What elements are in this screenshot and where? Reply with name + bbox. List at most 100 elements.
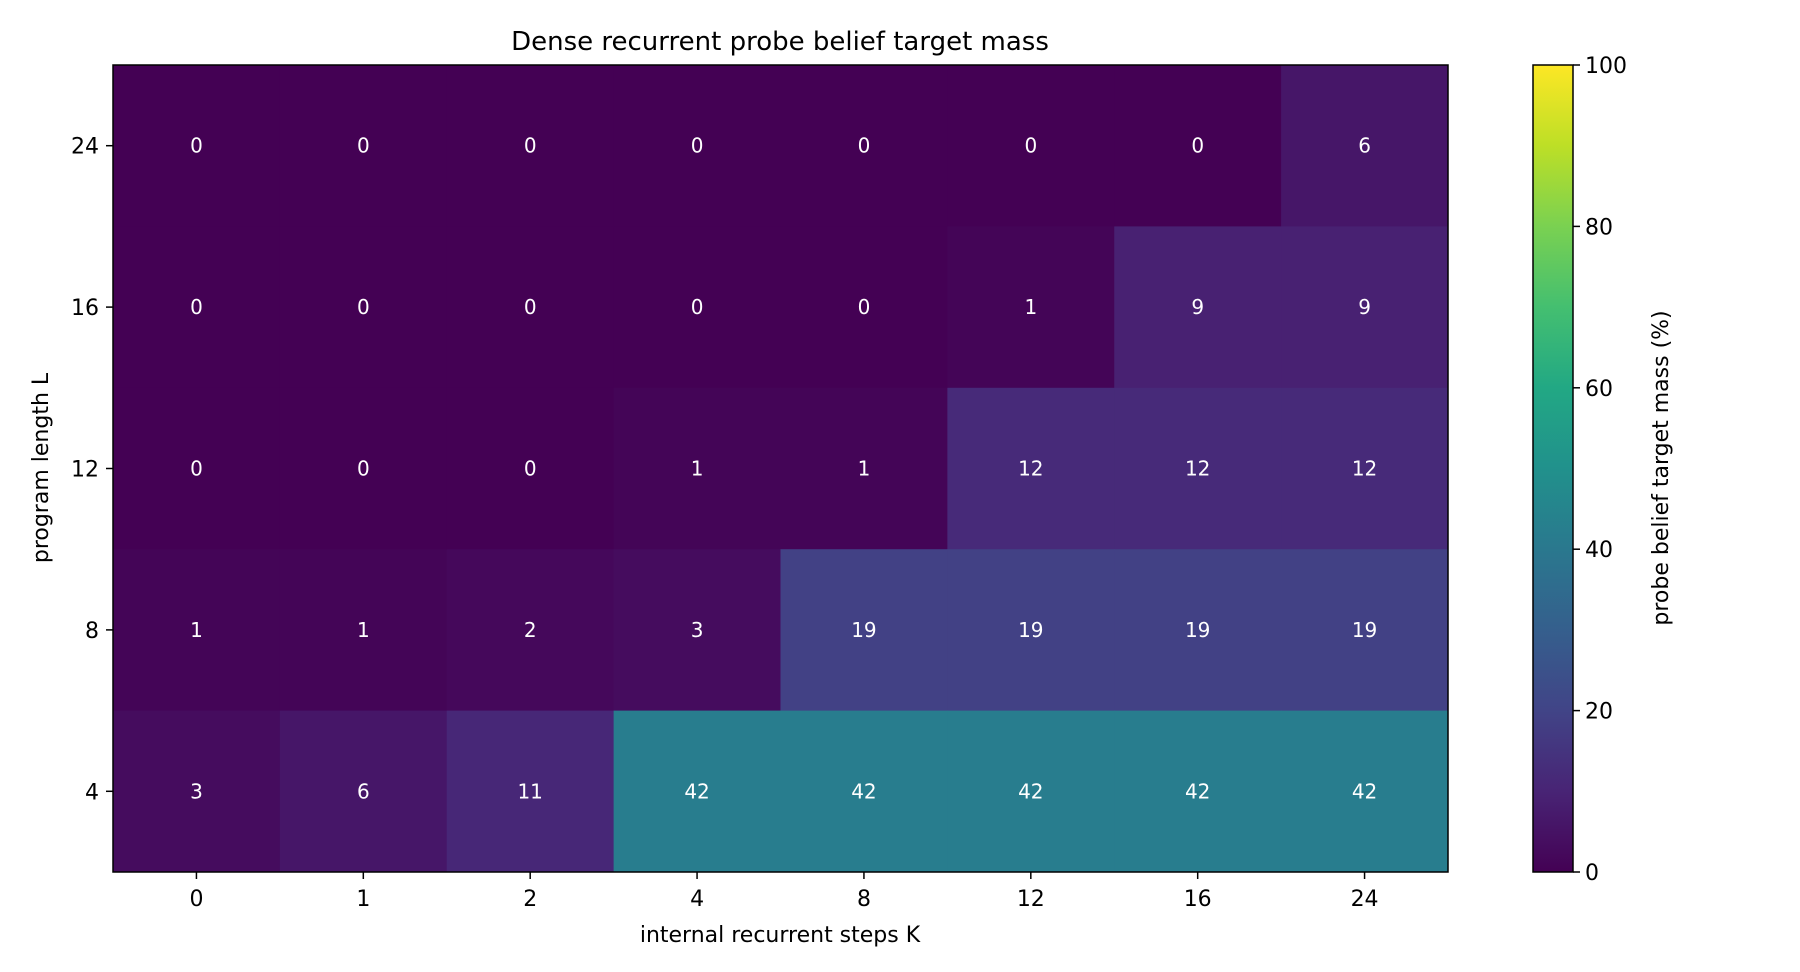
cell-value-label: 0	[1024, 134, 1037, 158]
heatmap-cell	[780, 65, 948, 227]
y-axis-label: program length L	[29, 372, 54, 563]
cell-value-label: 0	[691, 295, 704, 319]
heatmap-cell	[113, 710, 281, 873]
cell-value-label: 42	[684, 779, 709, 803]
heatmap-cell	[279, 226, 448, 389]
heatmap-cell	[113, 65, 281, 227]
heatmap-cell	[113, 387, 281, 550]
heatmap-cell	[1281, 226, 1449, 389]
colorbar-tick-label: 80	[1585, 215, 1613, 240]
x-tick-label: 8	[857, 887, 871, 912]
heatmap-cell	[1114, 549, 1282, 712]
heatmap-cell	[780, 387, 948, 550]
cell-value-label: 0	[190, 457, 203, 481]
x-tick-label: 1	[356, 887, 370, 912]
heatmap-cell	[1114, 387, 1282, 550]
cell-value-label: 0	[1191, 134, 1204, 158]
colorbar-ticks: 0 20 40 60 80 100	[1573, 54, 1627, 886]
cell-value-label: 0	[524, 457, 537, 481]
y-tick-label: 8	[85, 619, 99, 644]
heatmap-cell	[279, 710, 448, 873]
heatmap-cell	[947, 387, 1115, 550]
x-tick-label: 0	[189, 887, 203, 912]
cell-value-label: 9	[1358, 295, 1371, 319]
y-tick-label: 12	[71, 458, 99, 483]
heatmap-cell	[780, 710, 948, 873]
cell-value-label: 19	[1185, 618, 1210, 642]
heatmap-cell	[113, 226, 281, 389]
cell-value-label: 12	[1018, 457, 1043, 481]
cell-value-label: 0	[357, 134, 370, 158]
x-axis-ticks: 0 1 2 4 8 12 16 24	[189, 872, 1379, 912]
cell-value-label: 42	[851, 779, 876, 803]
heatmap-cell	[279, 549, 448, 712]
x-tick-label: 16	[1184, 887, 1212, 912]
cell-value-label: 19	[1352, 618, 1377, 642]
heatmap-cell	[1281, 549, 1449, 712]
cell-value-label: 0	[524, 295, 537, 319]
heatmap-cell	[947, 65, 1115, 227]
cell-value-label: 0	[190, 295, 203, 319]
x-tick-label: 4	[690, 887, 704, 912]
chart-title: Dense recurrent probe belief target mass	[511, 27, 1049, 57]
heatmap-cell	[1114, 710, 1282, 873]
x-tick-label: 12	[1017, 887, 1045, 912]
heatmap-cell	[446, 65, 615, 227]
heatmap-cell	[1281, 65, 1449, 227]
x-tick-label: 24	[1351, 887, 1379, 912]
cell-value-label: 3	[691, 618, 704, 642]
cell-value-label: 0	[858, 295, 871, 319]
heatmap-cell	[613, 65, 781, 227]
heatmap-cell	[613, 549, 781, 712]
cell-value-label: 0	[691, 134, 704, 158]
cell-value-label: 1	[357, 618, 370, 642]
heatmap-cell	[113, 549, 281, 712]
colorbar-tick-label: 100	[1585, 54, 1627, 79]
heatmap-cell	[1281, 710, 1449, 873]
y-tick-label: 16	[71, 296, 99, 321]
cell-value-label: 1	[190, 618, 203, 642]
heatmap-cell	[947, 226, 1115, 389]
heatmap-cell	[279, 65, 448, 227]
cell-value-label: 2	[524, 618, 537, 642]
colorbar	[1532, 64, 1574, 873]
cell-value-label: 12	[1352, 457, 1377, 481]
colorbar-tick-label: 40	[1585, 538, 1613, 563]
heatmap-cell	[780, 549, 948, 712]
cell-value-label: 9	[1191, 295, 1204, 319]
y-axis-ticks: 24 16 12 8 4	[71, 135, 113, 805]
cell-value-label: 0	[357, 457, 370, 481]
heatmap-cell	[780, 226, 948, 389]
cell-value-label: 0	[858, 134, 871, 158]
cell-value-label: 3	[190, 779, 203, 803]
cell-value-label: 6	[357, 779, 370, 803]
cell-value-label: 1	[691, 457, 704, 481]
x-axis-label: internal recurrent steps K	[640, 923, 921, 948]
heatmap-cell	[279, 387, 448, 550]
heatmap-cell	[446, 387, 615, 550]
heatmap-cell	[613, 710, 781, 873]
x-tick-label: 2	[523, 887, 537, 912]
cell-value-label: 0	[357, 295, 370, 319]
colorbar-tick-label: 0	[1585, 861, 1599, 886]
heatmap-cell	[613, 226, 781, 389]
colorbar-tick-label: 60	[1585, 377, 1613, 402]
heatmap-cell	[947, 549, 1115, 712]
heatmap-cell	[1114, 65, 1282, 227]
cell-value-label: 42	[1352, 779, 1377, 803]
heatmap-cell	[1281, 387, 1449, 550]
heatmap-cell	[1114, 226, 1282, 389]
cell-value-label: 12	[1185, 457, 1210, 481]
heatmap-cells	[113, 65, 1449, 873]
heatmap-cell	[446, 710, 615, 873]
cell-value-label: 42	[1018, 779, 1043, 803]
heatmap-cell	[446, 549, 615, 712]
cell-value-label: 0	[524, 134, 537, 158]
colorbar-tick-label: 20	[1585, 700, 1613, 725]
cell-value-label: 11	[517, 779, 542, 803]
cell-value-label: 19	[1018, 618, 1043, 642]
cell-value-label: 19	[851, 618, 876, 642]
heatmap-cell-labels: 0 0 0 0 0 0 0 60 0 0 0 0 1 9 90 0 0 1 1 12 12 121 1 2 3 19 19 19 193…	[190, 134, 1377, 804]
cell-value-label: 1	[858, 457, 871, 481]
